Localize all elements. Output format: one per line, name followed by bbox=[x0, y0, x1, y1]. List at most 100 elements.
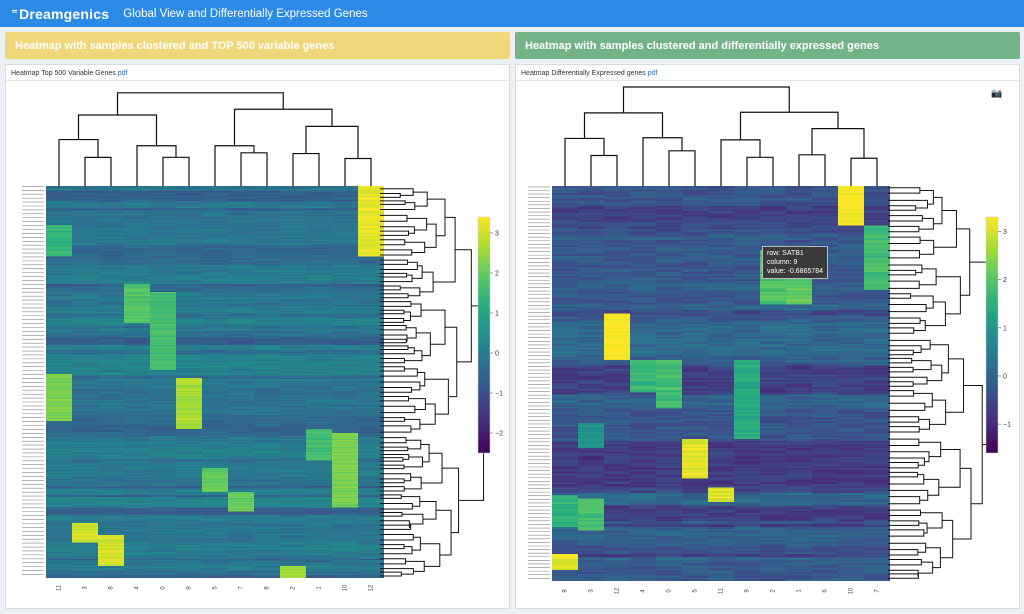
colorbar-tick-label: −1 bbox=[495, 391, 503, 398]
dendrogram-branch bbox=[888, 462, 919, 469]
dendrogram-branch bbox=[888, 293, 911, 299]
dendrogram-branch bbox=[416, 332, 431, 357]
dendrogram-branch bbox=[305, 125, 359, 159]
column-label: 1 bbox=[797, 589, 803, 593]
dendrogram-branch bbox=[920, 512, 943, 529]
dendrogram-branch bbox=[403, 456, 423, 468]
dendrogram-branch bbox=[380, 188, 414, 196]
dendrogram-branch bbox=[162, 156, 190, 186]
dendrogram-branch bbox=[888, 199, 929, 209]
dendrogram-branch bbox=[77, 114, 158, 146]
dendrogram-branch bbox=[888, 280, 920, 289]
dendrogram-branch bbox=[380, 503, 413, 510]
dendrogram-branch bbox=[380, 334, 408, 342]
dendrogram-branch bbox=[433, 216, 456, 283]
dendrogram-branch bbox=[380, 486, 405, 492]
colorbar bbox=[985, 216, 999, 454]
dendrogram-branch bbox=[888, 205, 917, 211]
dendrogram-branch bbox=[380, 512, 403, 517]
dendrogram-branch bbox=[940, 519, 954, 559]
dendrogram-branch bbox=[380, 249, 413, 256]
brand-logo[interactable]: ⁼ Dreamgenics bbox=[11, 6, 109, 22]
dendrogram-branch bbox=[888, 339, 931, 350]
colorbar-tick-label: 1 bbox=[495, 311, 499, 318]
dendrogram-branch bbox=[380, 386, 412, 393]
dendrogram-branch bbox=[419, 500, 437, 520]
dendrogram-branch bbox=[622, 86, 790, 113]
dendrogram-branch bbox=[888, 250, 921, 259]
colorbar-tick-label: 0 bbox=[495, 351, 499, 358]
left-heatmap-plot[interactable] bbox=[46, 186, 384, 578]
colorbar-tick-label: 2 bbox=[495, 271, 499, 278]
dendrogram-branch bbox=[590, 154, 618, 186]
dendrogram-branch bbox=[380, 301, 412, 307]
column-label: 2 bbox=[291, 586, 297, 590]
dendrogram-branch bbox=[401, 496, 421, 507]
column-label: 6 bbox=[823, 589, 829, 593]
dendrogram-branch bbox=[380, 396, 409, 402]
dendrogram-branch bbox=[380, 338, 407, 344]
dendrogram-branch bbox=[406, 327, 417, 339]
dendrogram-branch bbox=[380, 368, 418, 377]
colorbar-tick-label: −1 bbox=[1003, 422, 1011, 429]
dendrogram-branch bbox=[564, 137, 605, 186]
column-label: 11 bbox=[57, 584, 63, 591]
right-pdf-link[interactable]: pdf bbox=[647, 70, 658, 77]
dendrogram-branch bbox=[888, 474, 925, 485]
dendrogram-branch bbox=[888, 457, 925, 466]
dendrogram-branch bbox=[933, 196, 943, 225]
dendrogram-branch bbox=[888, 573, 919, 579]
dendrogram-branch bbox=[420, 543, 441, 567]
dendrogram-branch bbox=[888, 376, 928, 385]
colorbar bbox=[477, 216, 491, 454]
dendrogram-branch bbox=[380, 274, 413, 283]
dendrogram-branch bbox=[918, 418, 931, 430]
dendrogram-branch bbox=[380, 285, 401, 291]
dendrogram-branch bbox=[963, 385, 983, 505]
dendrogram-branch bbox=[888, 327, 915, 334]
dendrogram-branch bbox=[380, 272, 408, 278]
dendrogram-branch bbox=[455, 249, 472, 363]
dendrogram-branch bbox=[380, 317, 405, 323]
dendrogram-branch bbox=[888, 366, 914, 373]
colorbar-tick-label: 2 bbox=[1003, 277, 1007, 284]
dendrogram-branch bbox=[888, 236, 921, 244]
left-box-title-text: Heatmap Top 500 Variable Genes bbox=[11, 70, 116, 77]
dendrogram-branch bbox=[888, 509, 921, 516]
right-heatmap-plot[interactable] bbox=[552, 186, 890, 581]
dendrogram-branch bbox=[888, 438, 920, 446]
dendrogram-branch bbox=[380, 558, 406, 565]
dendrogram-branch bbox=[380, 405, 416, 414]
logo-text: Dreamgenics bbox=[19, 5, 110, 22]
dendrogram-branch bbox=[888, 357, 913, 364]
dendrogram-branch bbox=[233, 108, 333, 146]
dendrogram-branch bbox=[380, 293, 409, 299]
dendrogram-branch bbox=[442, 467, 460, 534]
column-label: 10 bbox=[343, 584, 349, 591]
dendrogram-branch bbox=[380, 366, 405, 372]
dendrogram-branch bbox=[406, 217, 428, 231]
left-pdf-link[interactable]: pdf bbox=[117, 70, 128, 77]
dendrogram-branch bbox=[925, 301, 946, 327]
dendrogram-branch bbox=[952, 467, 972, 540]
dendrogram-branch bbox=[58, 138, 99, 186]
dendrogram-branch bbox=[929, 399, 947, 425]
dendrogram-branch bbox=[84, 156, 112, 186]
dendrogram-branch bbox=[421, 309, 446, 345]
dendrogram-branch bbox=[380, 309, 405, 315]
column-label: 3 bbox=[83, 586, 89, 590]
colorbar-tick-label: 3 bbox=[495, 231, 499, 238]
dendrogram-branch bbox=[888, 496, 921, 505]
dendrogram-branch bbox=[380, 325, 407, 331]
dendrogram-branch bbox=[445, 326, 458, 398]
column-label: 3 bbox=[589, 589, 595, 593]
dendrogram-branch bbox=[888, 569, 919, 577]
dendrogram-branch bbox=[136, 145, 177, 186]
dendrogram-branch bbox=[918, 561, 934, 574]
dendrogram-branch bbox=[642, 137, 683, 186]
dendrogram-branch bbox=[888, 451, 930, 463]
column-label: 8 bbox=[563, 589, 569, 593]
camera-icon[interactable]: 📷 bbox=[991, 88, 1003, 98]
colorbar-tick-label: 3 bbox=[1003, 229, 1007, 236]
dendrogram-branch bbox=[436, 509, 452, 556]
